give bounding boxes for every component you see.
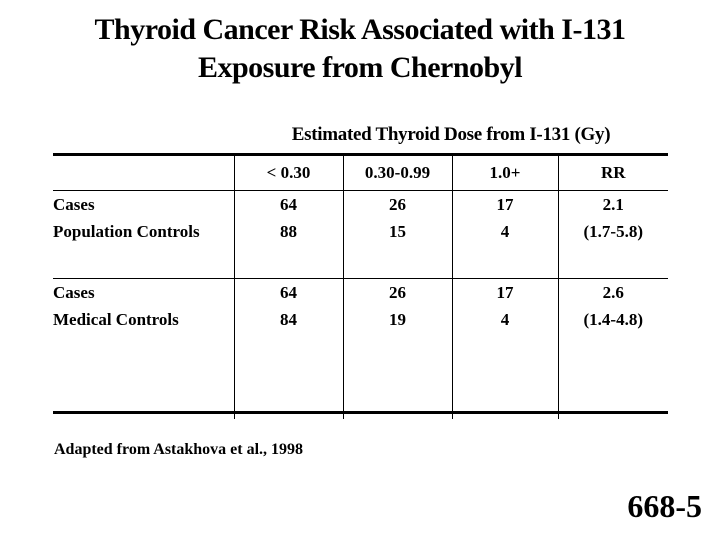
cell-value: (1.7-5.8)	[583, 222, 643, 241]
column-header: 0.30-0.99	[342, 154, 452, 191]
cell-value: 15	[389, 222, 406, 241]
table-cell: 17 4	[451, 190, 558, 279]
source-footnote: Adapted from Astakhova et al., 1998	[54, 441, 304, 458]
slide-title-line-1: Thyroid Cancer Risk Associated with I-13…	[94, 13, 626, 46]
table-cell: 64 84	[233, 278, 343, 413]
cell-value: 19	[389, 310, 406, 329]
cell-value: 4	[500, 222, 510, 241]
table-cell: 64 88	[233, 190, 343, 279]
cell-value: 26	[389, 283, 406, 302]
table-caption: Estimated Thyroid Dose from I-131 (Gy)	[291, 124, 611, 145]
table-cell: 2.1 (1.7-5.8)	[557, 190, 668, 279]
slide-number: 668-5	[627, 488, 702, 524]
column-header: RR	[557, 154, 668, 191]
cell-value: 2.1	[602, 195, 624, 214]
slide-title: Thyroid Cancer Risk Associated with I-13…	[0, 11, 720, 87]
table-divider-stub	[234, 414, 235, 419]
row-label: Cases	[53, 195, 95, 214]
dose-table: < 0.30 0.30-0.99 1.0+ RR Cases Populatio…	[53, 153, 668, 414]
row-group-label: Cases Medical Controls	[53, 279, 234, 413]
column-header: < 0.30	[233, 154, 343, 191]
table-divider-stub	[343, 414, 344, 419]
table-row: Cases Medical Controls 64 84 26 19 17 4 …	[53, 278, 668, 413]
cell-value: 88	[280, 222, 297, 241]
cell-value: 64	[280, 195, 297, 214]
table-corner-cell	[53, 154, 234, 191]
row-label: Cases	[53, 283, 95, 302]
table-row: Cases Population Controls 64 88 26 15 17…	[53, 190, 668, 279]
cell-value: 17	[496, 195, 514, 214]
cell-value: 64	[280, 283, 297, 302]
table-cell: 26 15	[342, 190, 452, 279]
table-divider-stub	[558, 414, 559, 419]
row-label: Medical Controls	[53, 310, 179, 329]
table-divider-stub	[452, 414, 453, 419]
cell-value: 26	[389, 195, 406, 214]
table-cell: 17 4	[451, 278, 558, 413]
column-header: 1.0+	[451, 154, 558, 191]
cell-value: 2.6	[602, 283, 624, 302]
header-row: < 0.30 0.30-0.99 1.0+ RR	[53, 154, 668, 191]
table-cell: 26 19	[342, 278, 452, 413]
slide-title-line-2: Exposure from Chernobyl	[197, 51, 523, 84]
table-cell: 2.6 (1.4-4.8)	[557, 278, 668, 413]
cell-value: 4	[500, 310, 510, 329]
cell-value: 84	[280, 310, 297, 329]
cell-value: 17	[496, 283, 514, 302]
row-label: Population Controls	[53, 222, 200, 241]
row-group-label: Cases Population Controls	[53, 190, 234, 279]
cell-value: (1.4-4.8)	[583, 310, 643, 329]
